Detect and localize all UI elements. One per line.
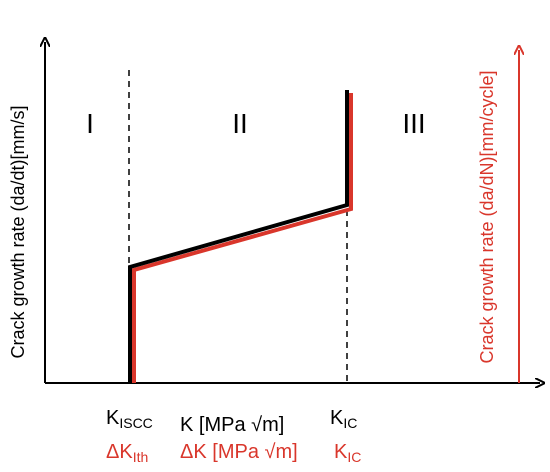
- region-ii-label: II: [232, 108, 248, 139]
- dk-ith-main: ΔK: [106, 441, 133, 463]
- region-iii-label: III: [402, 108, 425, 139]
- k-axis-label: K [MPa √m]: [180, 414, 284, 436]
- red-k-ic-main: K: [334, 441, 348, 463]
- k-ic-main: K: [330, 407, 344, 429]
- dk-axis-label: ΔK [MPa √m]: [180, 441, 298, 463]
- k-ic-subscript: IC: [343, 415, 357, 431]
- red-k-ic-label: KIC: [334, 441, 361, 465]
- region-i-label: I: [86, 108, 94, 139]
- k-iscc-label: KISCC: [106, 407, 153, 431]
- dk-ith-label: ΔKIth: [106, 441, 148, 465]
- k-iscc-subscript: ISCC: [119, 415, 152, 431]
- red-growth-curve: [132, 93, 353, 383]
- red-k-ic-subscript: IC: [347, 449, 361, 465]
- k-iscc-main: K: [106, 407, 120, 429]
- dk-ith-subscript: Ith: [133, 449, 149, 465]
- black-growth-curve: [128, 90, 349, 383]
- y-axis-left-label: Crack growth rate (da/dt)[mm/s]: [8, 105, 28, 358]
- y-axis-right-label: Crack growth rate (da/dN)[mm/cycle]: [477, 70, 497, 363]
- k-ic-label: KIC: [330, 407, 357, 431]
